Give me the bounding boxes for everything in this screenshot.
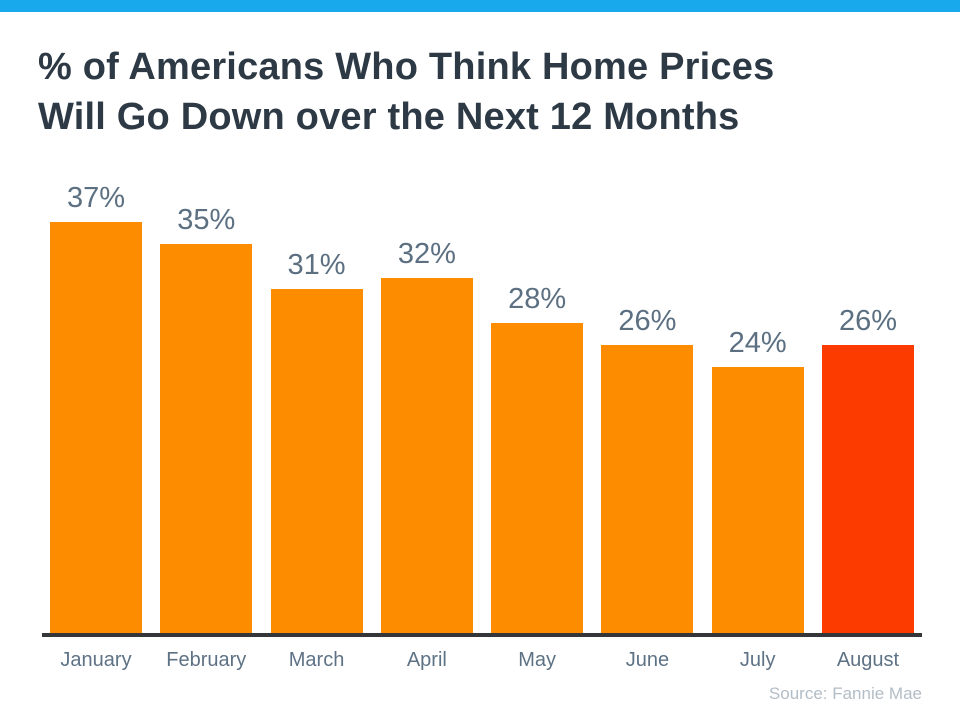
x-axis-tick-label: February	[166, 649, 247, 671]
months-row: January February March April May June July Augu…	[42, 649, 922, 672]
x-axis-tick-label: June	[625, 649, 670, 671]
bar-column: 32%	[380, 238, 473, 635]
bar-value-label: 31%	[287, 249, 346, 281]
top-accent-bar	[0, 0, 960, 12]
bar-value-label: 24%	[728, 327, 787, 359]
bar	[50, 222, 142, 635]
bar-column: 37%	[50, 182, 142, 635]
bar	[601, 345, 694, 635]
x-axis-tick-label: August	[836, 649, 900, 671]
x-axis-tick-label: April	[406, 649, 447, 671]
x-axis-tick-label: July	[739, 649, 776, 671]
chart-title: % of Americans Who Think Home Prices Wil…	[38, 42, 774, 142]
bar	[380, 278, 473, 635]
chart-title-line-1: % of Americans Who Think Home Prices	[38, 46, 775, 88]
bar-value-label: 26%	[838, 305, 897, 337]
bar	[821, 345, 914, 635]
bar-column: 35%	[160, 204, 253, 635]
bar-column: 31%	[270, 249, 363, 635]
bar	[270, 289, 363, 635]
x-axis-tick-label: March	[288, 649, 345, 671]
bar-chart: 37% 35% 31% 32% 28% 26% 24% 26% January February…	[42, 180, 922, 680]
bar-value-label: 26%	[618, 305, 677, 337]
bar-column: 28%	[491, 283, 584, 635]
bar-value-label: 37%	[66, 182, 126, 214]
bar-value-label: 28%	[508, 283, 567, 315]
bar-value-label: 32%	[397, 238, 456, 270]
bar-column: 26%	[821, 305, 914, 635]
bar	[160, 244, 253, 635]
bar-value-label: 35%	[177, 204, 236, 236]
bar	[711, 367, 804, 635]
x-axis-line	[42, 633, 922, 637]
x-axis-tick-label: May	[518, 649, 557, 671]
bar	[491, 323, 584, 635]
x-axis-tick-label: January	[60, 649, 132, 671]
chart-title-line-2: Will Go Down over the Next 12 Months	[38, 96, 740, 139]
bars-row: 37% 35% 31% 32% 28% 26% 24% 26%	[42, 180, 922, 635]
bar-column: 26%	[601, 305, 694, 635]
source-note: Source: Fannie Mae	[768, 684, 922, 703]
bar-column: 24%	[711, 327, 804, 635]
